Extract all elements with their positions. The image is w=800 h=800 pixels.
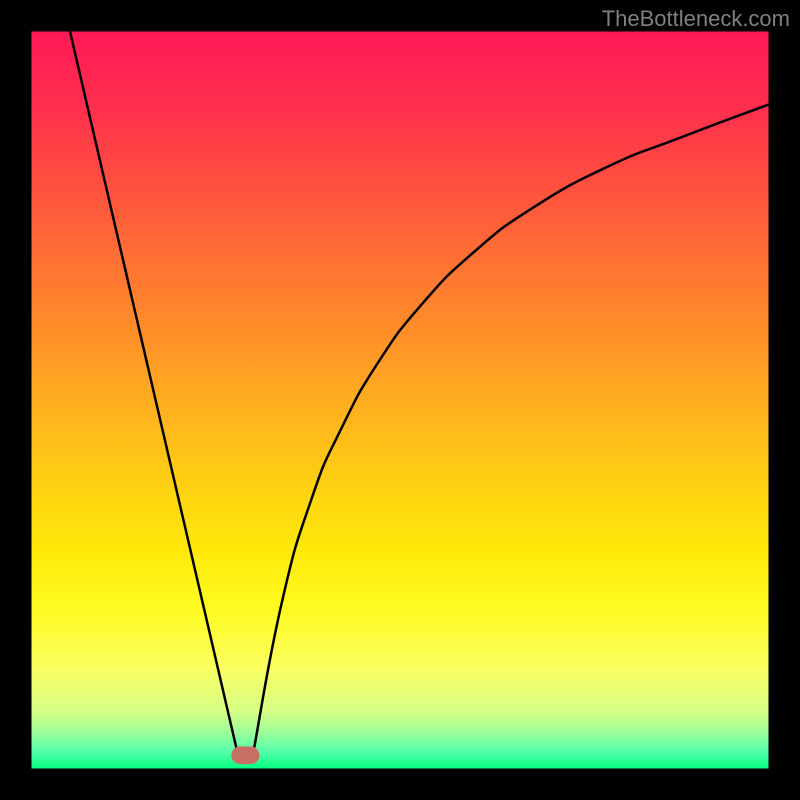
chart-background-gradient xyxy=(30,30,770,770)
minimum-marker xyxy=(231,746,259,764)
watermark-text: TheBottleneck.com xyxy=(602,6,790,32)
bottleneck-chart xyxy=(0,0,800,800)
chart-container: TheBottleneck.com xyxy=(0,0,800,800)
